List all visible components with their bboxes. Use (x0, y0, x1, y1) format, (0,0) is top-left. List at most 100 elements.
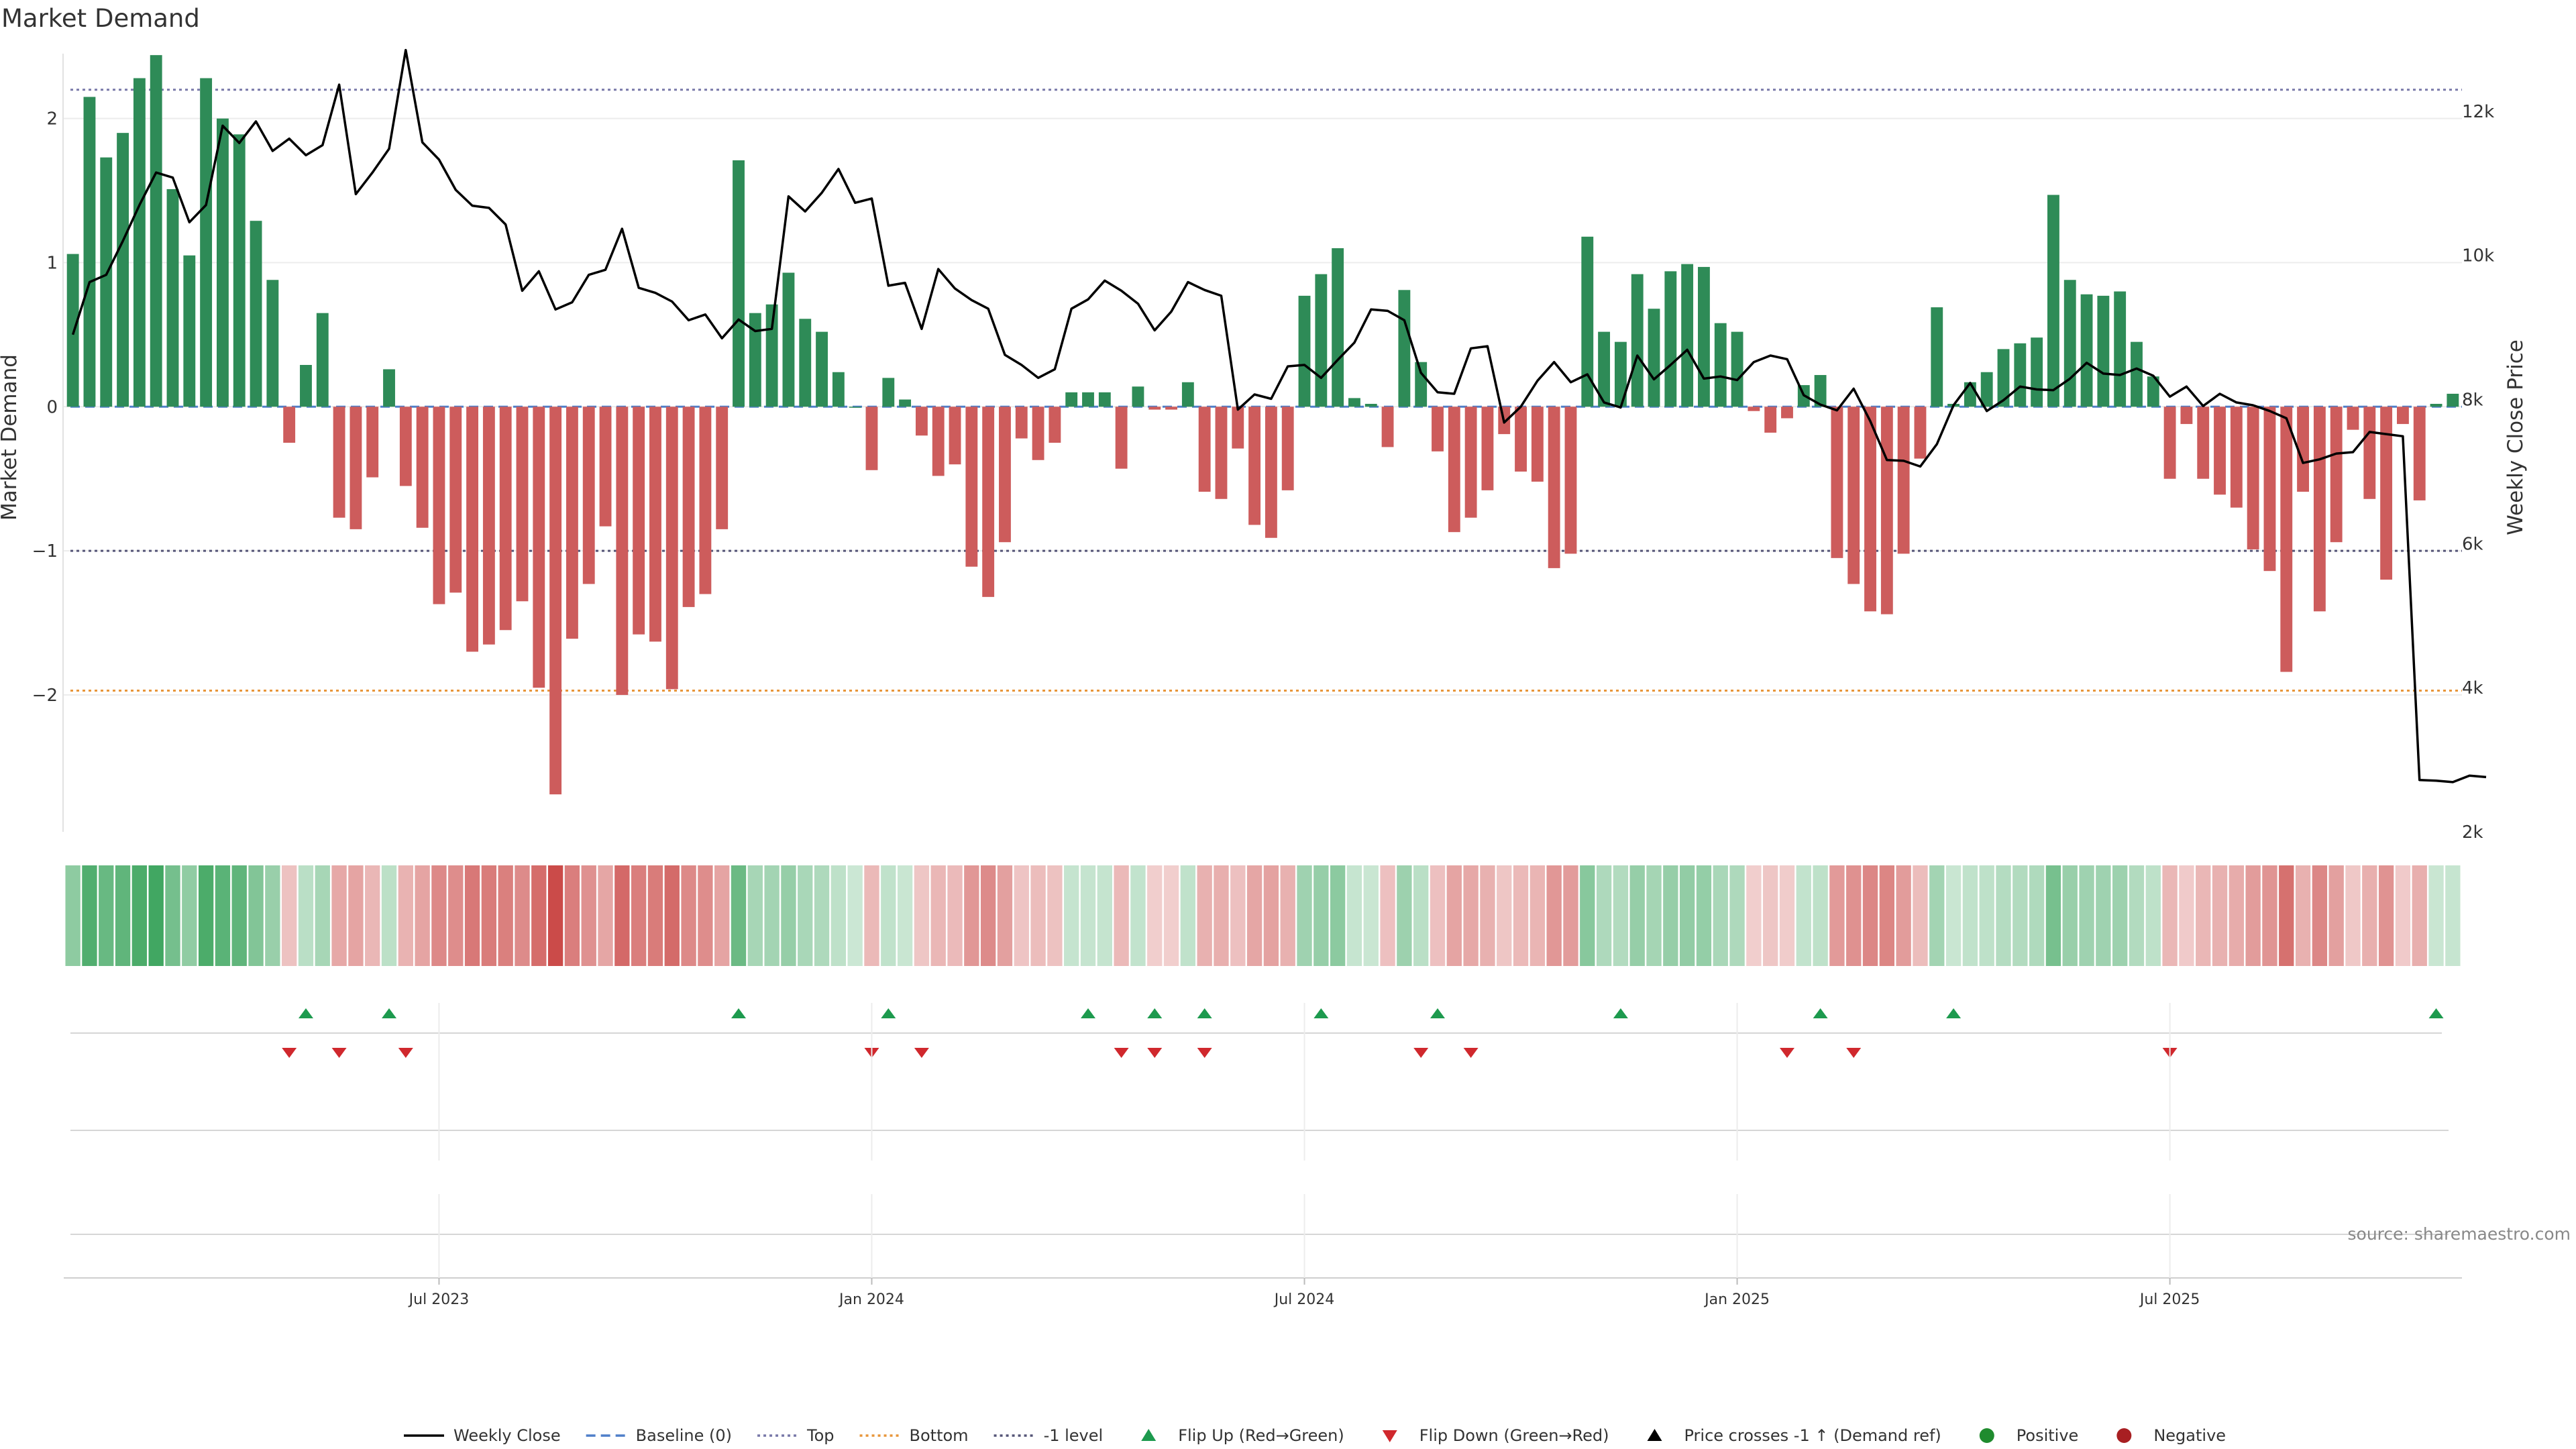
demand-bar (1914, 407, 1927, 459)
heat-cell (1180, 865, 1196, 966)
legend: Weekly Close Baseline (0) Top Bottom -1 leve… (404, 1426, 2226, 1445)
heat-cell (1546, 865, 1562, 966)
x-axis: Jul 2023 Jan 2024 Jul 2024 Jan 2025 Jul 2025 (64, 1003, 2462, 1308)
demand-bar (499, 407, 512, 631)
demand-bar (2396, 407, 2409, 425)
demand-bar (466, 407, 478, 652)
heat-cell (1163, 865, 1179, 966)
demand-bar (1115, 407, 1128, 469)
heat-cell (1147, 865, 1163, 966)
heat-cell (1945, 865, 1962, 966)
heat-cell (1330, 865, 1346, 966)
legend-marker (1141, 1429, 1157, 1441)
legend-marker (2116, 1428, 2132, 1443)
heat-cell (2112, 865, 2128, 966)
heat-cell (282, 865, 297, 966)
y-tick-left-label: 1 (46, 253, 58, 273)
demand-bar (1598, 331, 1611, 407)
demand-bar (599, 407, 612, 527)
demand-bar (150, 55, 162, 407)
heat-cell (1896, 865, 1911, 966)
demand-bar (899, 399, 912, 407)
heat-cell (1197, 865, 1212, 966)
heat-cell (1480, 865, 1495, 966)
heat-cell (2129, 865, 2145, 966)
demand-bar (649, 407, 661, 642)
heat-cell (82, 865, 97, 966)
x-tick-label: Jul 2024 (1273, 1291, 1335, 1308)
demand-bar (133, 78, 146, 407)
heat-cell (1729, 865, 1745, 966)
flip-up-marker (1313, 1008, 1329, 1018)
demand-bar (999, 407, 1011, 543)
demand-bar (832, 372, 845, 407)
demand-bar (2080, 294, 2093, 407)
flip-up-marker (382, 1008, 397, 1018)
heat-cell (1446, 865, 1462, 966)
source-note: source: sharemaestro.com (2348, 1224, 2571, 1244)
heat-cell (997, 865, 1013, 966)
legend-label: Bottom (910, 1426, 969, 1445)
demand-bar (2330, 407, 2343, 543)
heat-cell (1230, 865, 1246, 966)
demand-bar (2247, 407, 2259, 549)
heat-cell (2395, 865, 2411, 966)
demand-bar (366, 407, 379, 478)
heat-cell (2328, 865, 2344, 966)
demand-bar (799, 319, 812, 407)
demand-bar (1082, 392, 1094, 407)
y-tick-right-label: 10k (2462, 246, 2494, 266)
flip-down-marker (331, 1048, 347, 1058)
heat-cell (298, 865, 314, 966)
heat-cell (1580, 865, 1595, 966)
legend-label: Price crosses -1 ↑ (Demand ref) (1684, 1426, 1941, 1445)
heat-cell (1629, 865, 1645, 966)
y-tick-right-label: 6k (2462, 534, 2483, 554)
demand-bar (1581, 236, 1594, 407)
heat-cell (2312, 865, 2328, 966)
legend-item: Flip Down (Green→Red) (1382, 1426, 1609, 1445)
heat-cell (2412, 865, 2427, 966)
demand-bar (1464, 407, 1477, 518)
empty-panels (70, 1130, 2449, 1235)
heat-cell (448, 865, 464, 966)
demand-bar (1448, 407, 1460, 533)
demand-bar (1831, 407, 1843, 558)
demand-bar (183, 255, 196, 407)
y-tick-right-label: 8k (2462, 390, 2483, 411)
flip-down-marker (1779, 1048, 1794, 1058)
heat-cell (115, 865, 131, 966)
x-tick-label: Jan 2025 (1703, 1291, 1770, 1308)
x-tick-label: Jul 2023 (408, 1291, 470, 1308)
legend-label: Flip Up (Red→Green) (1178, 1426, 1344, 1445)
demand-bar (2197, 407, 2210, 479)
demand-bar (1681, 264, 1694, 407)
heat-cell (1563, 865, 1578, 966)
heat-cell (698, 865, 713, 966)
legend-label: -1 level (1044, 1426, 1104, 1445)
demand-bar (1098, 392, 1111, 407)
demand-bar (1880, 407, 1893, 614)
demand-bar (1165, 407, 1177, 410)
demand-bar (233, 134, 246, 407)
demand-bar (2313, 407, 2326, 612)
heat-cell (331, 865, 347, 966)
heat-cell (881, 865, 896, 966)
demand-bar (1132, 386, 1144, 407)
legend-item: -1 level (994, 1426, 1104, 1445)
heat-cell (1862, 865, 1878, 966)
flip-up-marker (1946, 1008, 1962, 1018)
demand-bar (2297, 407, 2310, 492)
y-tick-left-label: −1 (32, 541, 58, 561)
y-axis-right-title: Weekly Close Price (2504, 339, 2528, 535)
legend-item: Top (757, 1426, 835, 1445)
demand-bar (2413, 407, 2426, 500)
heat-cell (2029, 865, 2045, 966)
chart-title: Market Demand (1, 4, 200, 33)
heat-cell (1397, 865, 1412, 966)
legend-label: Positive (2017, 1426, 2079, 1445)
demand-bar (383, 369, 395, 407)
heat-cell (930, 865, 946, 966)
heat-cell (664, 865, 680, 966)
demand-bar (1997, 349, 2010, 407)
